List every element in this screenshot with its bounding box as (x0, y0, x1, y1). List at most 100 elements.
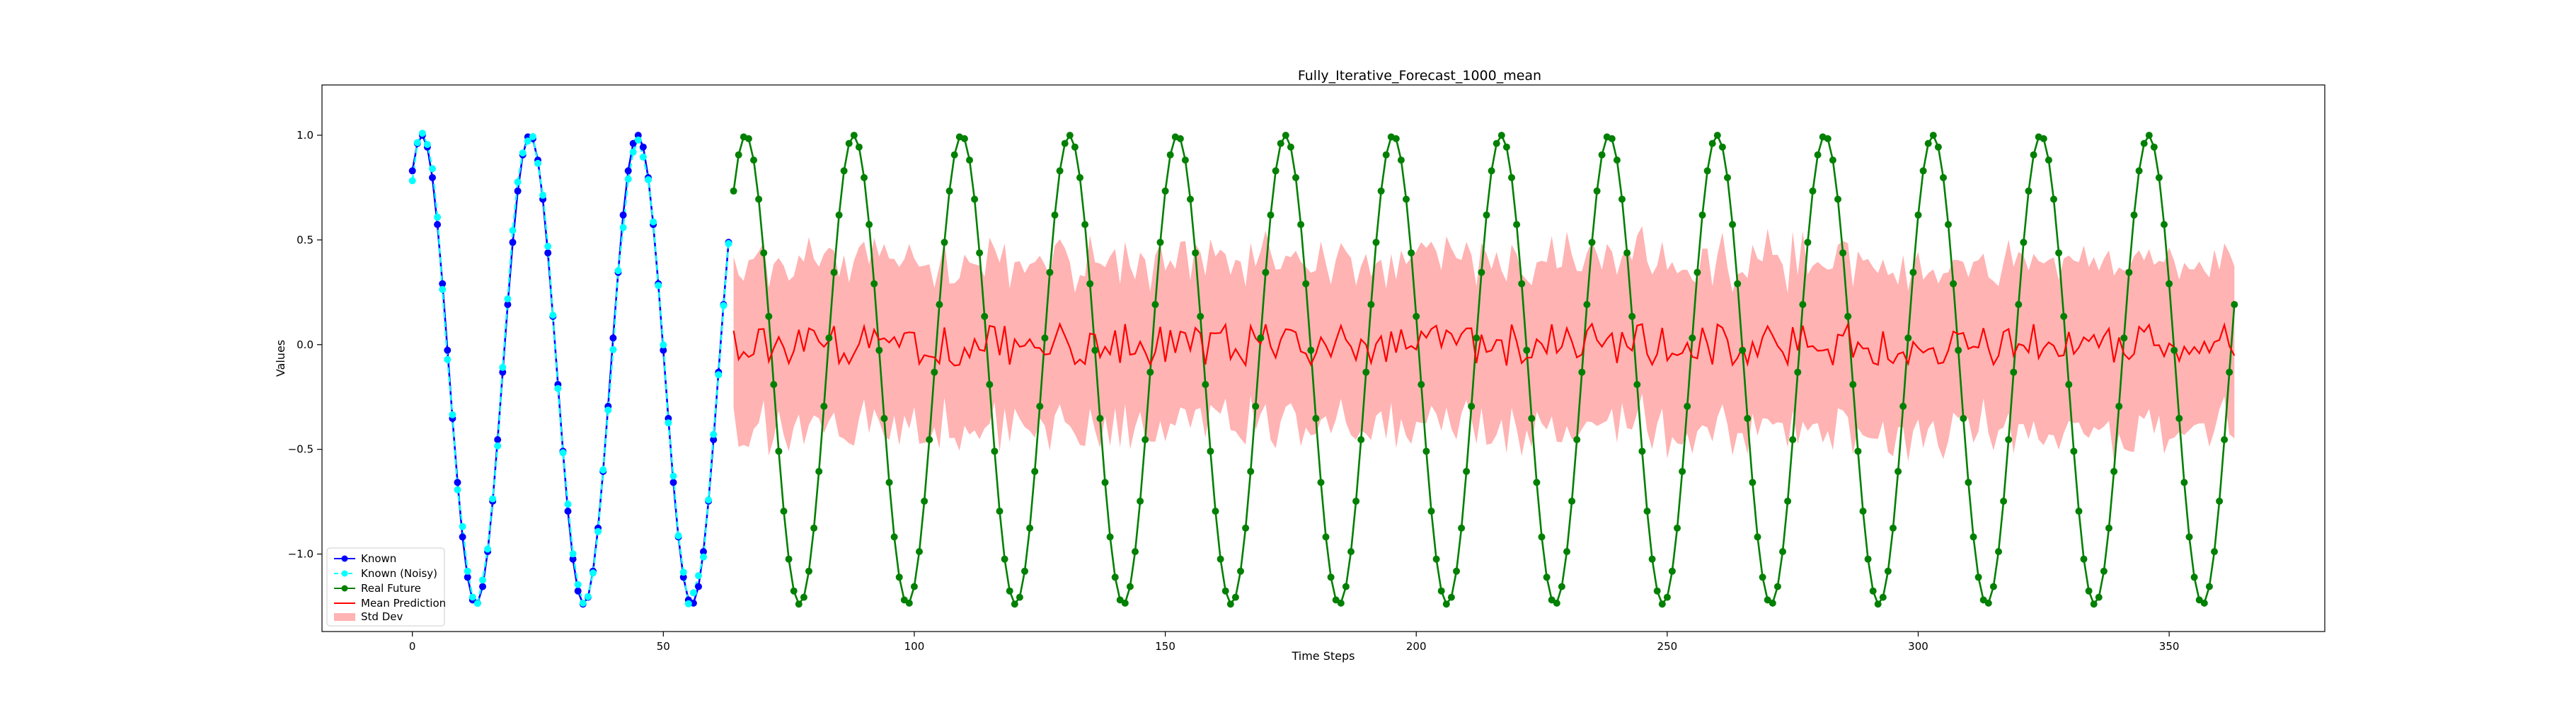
real-future-point (2130, 211, 2138, 219)
real-future-point (1568, 497, 1576, 505)
real-future-point (1839, 249, 1847, 257)
known-noisy-point (473, 600, 481, 607)
real-future-point (1528, 415, 1536, 422)
known-noisy-point (454, 486, 461, 493)
real-future-point (880, 415, 888, 422)
known-line (411, 133, 730, 606)
known-noisy-point (710, 430, 718, 438)
real-future-point (1317, 479, 1325, 486)
real-future-point (1894, 467, 1902, 475)
real-future-point (1132, 548, 1139, 556)
real-future-point (1628, 312, 1636, 320)
real-future-point (1377, 187, 1385, 195)
real-future-point (1533, 479, 1541, 486)
real-future-point (1187, 195, 1194, 203)
real-future-point (1674, 524, 1681, 532)
real-future-point (1508, 173, 1515, 181)
known-noisy-point (539, 191, 547, 199)
real-future-point (2205, 583, 2213, 590)
real-future-point (815, 467, 823, 475)
known-noisy-point (544, 243, 552, 250)
known-point (509, 239, 517, 246)
real-future-point (1231, 593, 1239, 601)
legend-label-known: Known (361, 552, 396, 565)
real-future-point (1950, 280, 1957, 287)
known-point (439, 280, 447, 287)
real-future-point (825, 334, 833, 342)
real-future-point (1478, 268, 1485, 276)
known-noisy-point (650, 218, 657, 226)
real-future-point (1418, 381, 1425, 389)
real-future-point (1372, 239, 1380, 246)
real-future-point (775, 447, 783, 455)
known-noisy-point (423, 141, 431, 149)
real-future-point (1302, 280, 1310, 287)
real-future-point (2020, 239, 2028, 246)
real-future-point (1929, 132, 1937, 139)
x-tick-label: 150 (1155, 640, 1175, 653)
x-axis: 0 50 100 150 200 250 300 350 (409, 632, 2179, 653)
real-future-point (1703, 167, 1711, 175)
real-future-point (1769, 599, 1776, 607)
real-future-point (1955, 346, 1962, 354)
real-future-point (755, 195, 763, 203)
real-future-point (936, 301, 943, 309)
real-future-point (2000, 497, 2008, 505)
real-future-point (1041, 334, 1049, 342)
real-future-point (986, 381, 994, 389)
real-future-point (1497, 132, 1505, 139)
real-future-point (2045, 156, 2052, 164)
real-future-point (2030, 151, 2037, 159)
real-future-point (1718, 143, 1726, 151)
real-future-point (1909, 268, 1917, 276)
real-future-point (1327, 573, 1335, 581)
real-future-point (1970, 533, 1977, 541)
real-future-point (870, 280, 878, 287)
legend-entry-std-dev: Std Dev (334, 610, 403, 623)
real-future-point (1066, 132, 1074, 139)
real-future-point (1834, 195, 1841, 203)
real-future-point (1623, 249, 1631, 257)
known-noisy-point (590, 569, 597, 577)
known-point (569, 555, 577, 563)
real-future-point (2005, 436, 2013, 443)
real-future-point (2200, 599, 2208, 607)
known-noisy-point (679, 569, 687, 576)
real-future-point (1729, 221, 1737, 229)
real-future-point (2065, 381, 2073, 389)
real-future-point (996, 508, 1004, 515)
real-future-point (1543, 573, 1551, 581)
real-future-point (1403, 195, 1410, 203)
real-future-point (1518, 280, 1526, 287)
real-future-point (1789, 436, 1797, 443)
real-future-point (1784, 497, 1792, 505)
y-axis: −1.0 −0.5 0.0 0.5 1.0 (288, 129, 322, 561)
known-point (408, 167, 416, 175)
known-noisy-point (499, 363, 507, 371)
real-future-point (2100, 567, 2108, 575)
known-noisy-point (464, 567, 471, 575)
real-future-point (1307, 346, 1315, 354)
real-future-point (1106, 533, 1114, 541)
real-future-point (1332, 596, 1340, 604)
known-noisy-point (524, 137, 531, 145)
real-future-point (2095, 593, 2103, 601)
real-future-point (875, 346, 883, 354)
real-future-point (1890, 524, 1897, 532)
real-future-point (1126, 583, 1134, 590)
real-future-point (850, 132, 858, 139)
real-future-point (1408, 249, 1415, 257)
real-future-point (1292, 173, 1299, 181)
real-future-point (1217, 555, 1224, 563)
real-future-point (921, 497, 928, 505)
real-future-point (971, 195, 979, 203)
real-future-point (1096, 415, 1104, 422)
known-point (710, 436, 718, 443)
real-future-point (1453, 567, 1460, 575)
real-future-point (1016, 593, 1023, 601)
real-future-point (1934, 143, 1942, 151)
real-future-point (1829, 156, 1836, 164)
real-future-point (1658, 600, 1666, 608)
plot-frame (321, 84, 2325, 632)
real-future-point (1458, 524, 1466, 532)
